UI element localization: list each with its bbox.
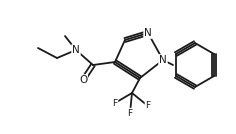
Text: N: N xyxy=(144,28,152,38)
Text: O: O xyxy=(79,75,87,85)
Text: F: F xyxy=(127,109,133,118)
Text: F: F xyxy=(145,101,151,111)
Text: N: N xyxy=(72,45,80,55)
Text: N: N xyxy=(159,55,167,65)
Text: F: F xyxy=(112,98,118,107)
